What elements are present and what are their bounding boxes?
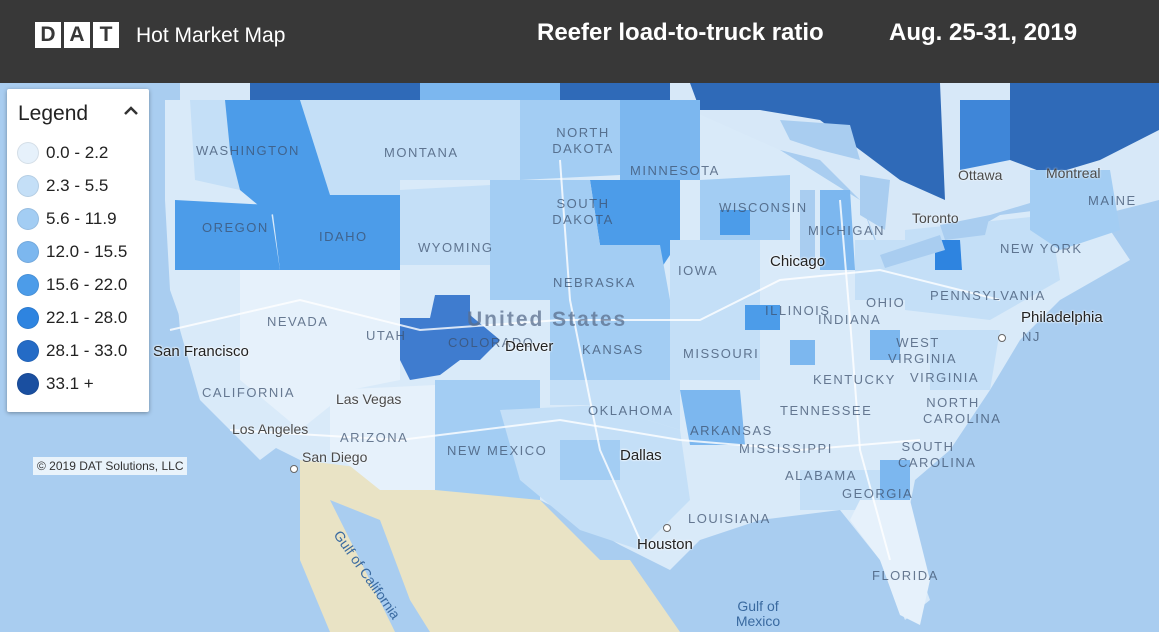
legend-swatch: [17, 241, 39, 263]
state-label-wisconsin: WISCONSIN: [719, 200, 808, 215]
state-label-louisiana: LOUISIANA: [688, 511, 771, 526]
city-label-chicago: Chicago: [770, 253, 826, 270]
city-label-san-diego: San Diego: [302, 449, 368, 465]
state-label-georgia: GEORGIA: [842, 486, 914, 501]
city-label-ottawa: Ottawa: [958, 167, 1003, 183]
legend-item-label: 5.6 - 11.9: [46, 209, 117, 228]
legend-item-label: 12.0 - 15.5: [46, 242, 128, 261]
city-label-san-francisco: San Francisco: [153, 343, 249, 360]
state-label-california: CALIFORNIA: [202, 385, 296, 400]
legend-swatch: [17, 208, 39, 230]
state-label-oregon: OREGON: [202, 220, 269, 235]
state-label-iowa: IOWA: [678, 263, 719, 278]
state-label-indiana: INDIANA: [818, 312, 882, 327]
logo-letter-d: D: [35, 22, 61, 48]
state-label-arizona: ARIZONA: [340, 430, 409, 445]
chevron-up-icon[interactable]: [121, 101, 141, 121]
water-label-gulf-of-mexico: Gulf of Mexico: [735, 598, 781, 629]
state-label-north-carolina: NORTH CAROLINA: [923, 395, 1002, 426]
legend-item: 28.1 - 33.0: [17, 338, 127, 364]
copyright-notice: © 2019 DAT Solutions, LLC: [33, 457, 188, 475]
state-label-nevada: NEVADA: [267, 314, 329, 329]
legend-item-label: 0.0 - 2.2: [46, 143, 109, 162]
legend-item: 22.1 - 28.0: [17, 305, 127, 331]
city-label-toronto: Toronto: [912, 210, 959, 226]
legend-item: 12.0 - 15.5: [17, 239, 127, 265]
city-label-denver: Denver: [505, 338, 554, 355]
state-label-kansas: KANSAS: [582, 342, 644, 357]
logo-letter-a: A: [64, 22, 90, 48]
map-graphic: [0, 83, 1159, 632]
legend-item-label: 15.6 - 22.0: [46, 275, 128, 294]
dat-logo: D A T: [35, 22, 119, 48]
report-title: Reefer load-to-truck ratio: [537, 19, 824, 46]
state-label-west-virginia: WEST VIRGINIA: [888, 335, 958, 366]
city-marker-san-diego: [290, 465, 298, 473]
legend-item: 15.6 - 22.0: [17, 272, 127, 298]
legend-title: Legend: [18, 102, 89, 125]
state-label-utah: UTAH: [366, 328, 407, 343]
state-label-nebraska: NEBRASKA: [553, 275, 636, 290]
legend-swatch: [17, 274, 39, 296]
state-label-pennsylvania: PENNSYLVANIA: [930, 288, 1046, 303]
state-label-north-dakota: NORTH DAKOTA: [552, 125, 614, 156]
state-label-south-carolina: SOUTH CAROLINA: [898, 439, 977, 470]
state-label-new-mexico: NEW MEXICO: [447, 443, 548, 458]
legend-swatch: [17, 307, 39, 329]
state-label-arkansas: ARKANSAS: [690, 423, 773, 438]
legend-item-label: 22.1 - 28.0: [46, 308, 128, 327]
city-label-philadelphia: Philadelphia: [1021, 309, 1103, 326]
state-label-oklahoma: OKLAHOMA: [588, 403, 674, 418]
legend-item: 33.1 +: [17, 371, 94, 397]
legend-item-label: 33.1 +: [46, 374, 94, 393]
state-label-montana: MONTANA: [384, 145, 459, 160]
country-label: United States: [467, 308, 628, 331]
legend-item: 5.6 - 11.9: [17, 206, 117, 232]
city-label-las-vegas: Las Vegas: [336, 391, 402, 407]
state-label-washington: WASHINGTON: [196, 143, 300, 158]
legend-item: 2.3 - 5.5: [17, 173, 108, 199]
state-label-mississippi: MISSISSIPPI: [739, 441, 833, 456]
state-label-minnesota: MINNESOTA: [630, 163, 720, 178]
legend-item: 0.0 - 2.2: [17, 140, 108, 166]
state-label-nj: NJ: [1022, 329, 1041, 344]
state-label-maine: MAINE: [1088, 193, 1137, 208]
legend-panel: Legend 0.0 - 2.2 2.3 - 5.5 5.6 - 11.9 12…: [7, 89, 149, 412]
state-label-illinois: ILLINOIS: [765, 303, 831, 318]
state-label-south-dakota: SOUTH DAKOTA: [552, 196, 614, 227]
map-canvas[interactable]: United States WASHINGTON OREGON CALIFORN…: [0, 83, 1159, 632]
city-label-houston: Houston: [637, 536, 693, 553]
state-label-kentucky: KENTUCKY: [813, 372, 896, 387]
legend-item-label: 28.1 - 33.0: [46, 341, 128, 360]
city-label-los-angeles: Los Angeles: [232, 421, 309, 437]
state-label-alabama: ALABAMA: [785, 468, 857, 483]
state-label-new-york: NEW YORK: [1000, 241, 1083, 256]
state-label-ohio: OHIO: [866, 295, 906, 310]
city-marker-houston: [663, 524, 671, 532]
state-label-colorado: COLORADO: [448, 335, 535, 350]
state-label-wyoming: WYOMING: [418, 240, 494, 255]
report-date: Aug. 25-31, 2019: [889, 19, 1078, 46]
state-label-virginia: VIRGINIA: [910, 370, 980, 385]
state-label-florida: FLORIDA: [872, 568, 939, 583]
state-label-idaho: IDAHO: [319, 229, 368, 244]
header-bar: D A T Hot Market Map Reefer load-to-truc…: [0, 0, 1159, 83]
city-label-dallas: Dallas: [620, 447, 662, 464]
legend-item-label: 2.3 - 5.5: [46, 176, 109, 195]
legend-swatch: [17, 340, 39, 362]
state-label-tennessee: TENNESSEE: [780, 403, 873, 418]
legend-swatch: [17, 142, 39, 164]
legend-swatch: [17, 175, 39, 197]
legend-swatch: [17, 373, 39, 395]
logo-letter-t: T: [93, 22, 119, 48]
city-label-montreal: Montreal: [1046, 165, 1101, 181]
state-label-michigan: MICHIGAN: [808, 223, 885, 238]
city-marker-philadelphia: [998, 334, 1006, 342]
app-title: Hot Market Map: [136, 24, 286, 47]
state-label-missouri: MISSOURI: [683, 346, 760, 361]
